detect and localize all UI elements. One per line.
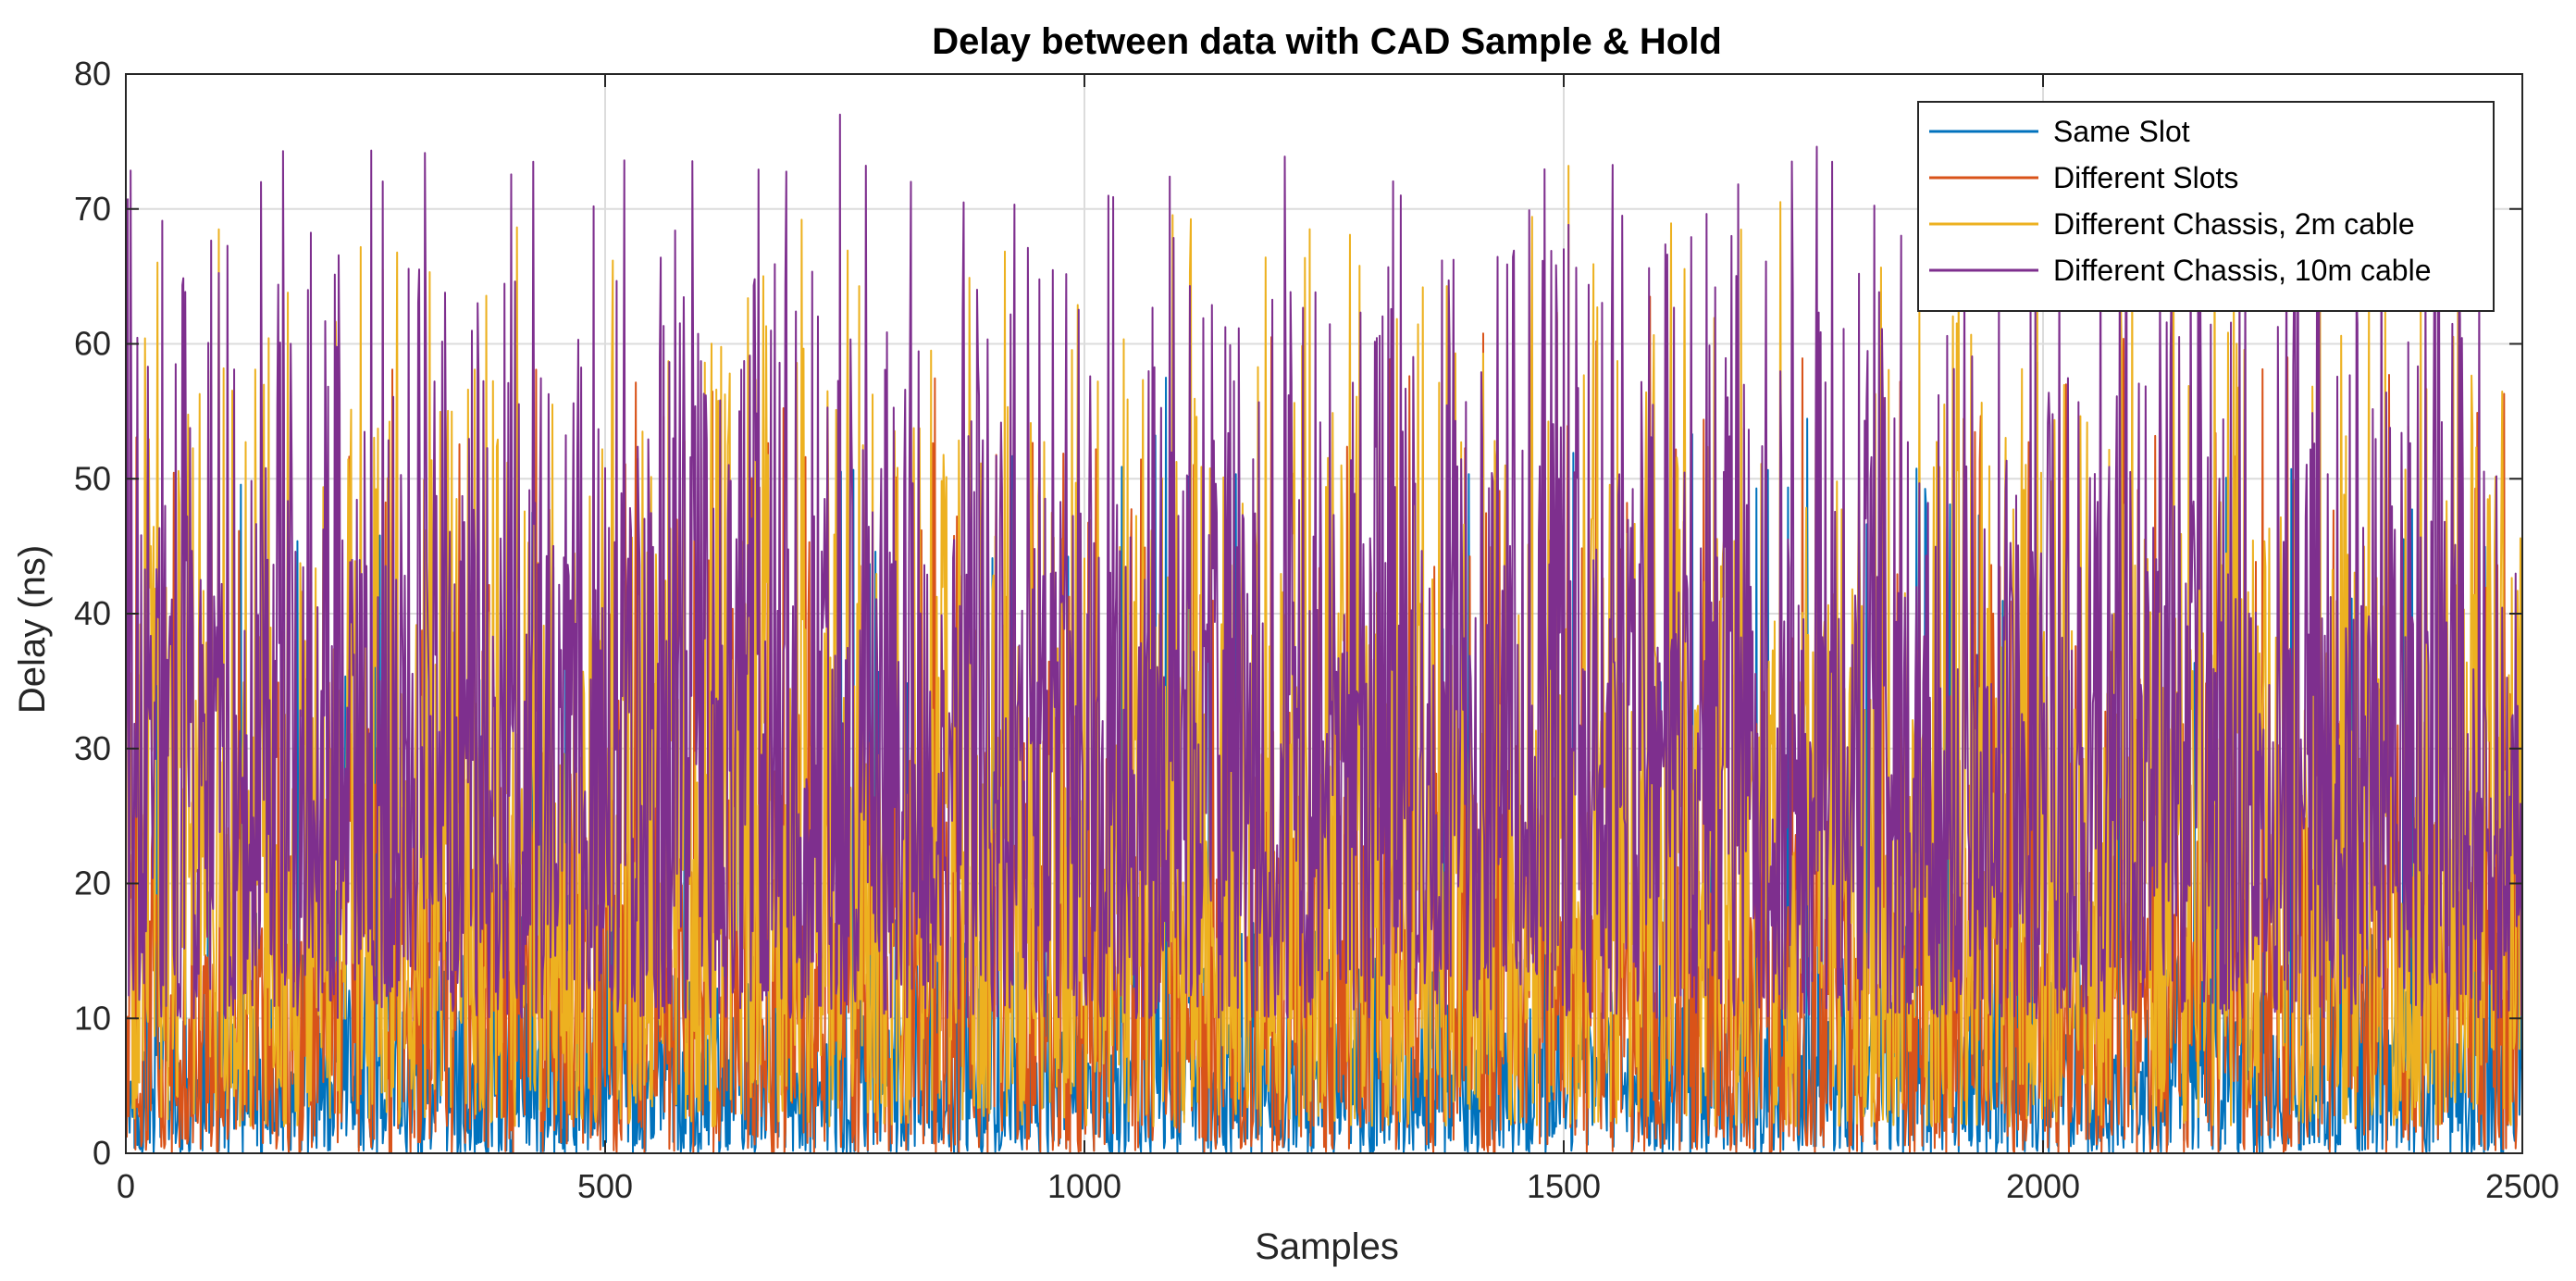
y-tick-label-4: 40 bbox=[74, 594, 111, 632]
x-tick-label-1: 500 bbox=[577, 1167, 633, 1205]
x-tick-label-3: 1500 bbox=[1527, 1167, 1601, 1205]
y-tick-label-1: 10 bbox=[74, 999, 111, 1037]
y-tick-label-2: 20 bbox=[74, 864, 111, 902]
chart-title: Delay between data with CAD Sample & Hol… bbox=[932, 21, 1722, 62]
y-tick-label-5: 50 bbox=[74, 459, 111, 497]
x-tick-label-5: 2500 bbox=[2485, 1167, 2559, 1205]
legend-label-1: Same Slot bbox=[2053, 115, 2190, 148]
y-tick-label-8: 80 bbox=[74, 55, 111, 93]
x-axis-label: Samples bbox=[1255, 1226, 1399, 1267]
y-tick-label-3: 30 bbox=[74, 729, 111, 767]
y-tick-label-0: 0 bbox=[93, 1134, 111, 1172]
x-tick-label-0: 0 bbox=[117, 1167, 135, 1205]
legend-label-4: Different Chassis, 10m cable bbox=[2053, 254, 2431, 287]
series-line-4 bbox=[125, 113, 2523, 1020]
x-tick-label-2: 1000 bbox=[1047, 1167, 1121, 1205]
legend-box bbox=[1917, 101, 2495, 312]
ticks bbox=[125, 73, 2523, 1154]
y-tick-label-7: 70 bbox=[74, 190, 111, 228]
legend-label-2: Different Slots bbox=[2053, 161, 2238, 194]
legend-label-3: Different Chassis, 2m cable bbox=[2053, 207, 2415, 241]
series-group bbox=[125, 113, 2523, 1154]
x-tick-label-4: 2000 bbox=[2006, 1167, 2080, 1205]
y-axis-label: Delay (ns) bbox=[12, 545, 53, 714]
y-tick-label-6: 60 bbox=[74, 325, 111, 363]
tick-labels: 0 500 1000 1500 2000 2500 0 10 20 30 40 50 60 70 80 bbox=[74, 55, 2559, 1205]
legend: Same Slot Different Slots Different Chassi… bbox=[1917, 101, 2495, 312]
